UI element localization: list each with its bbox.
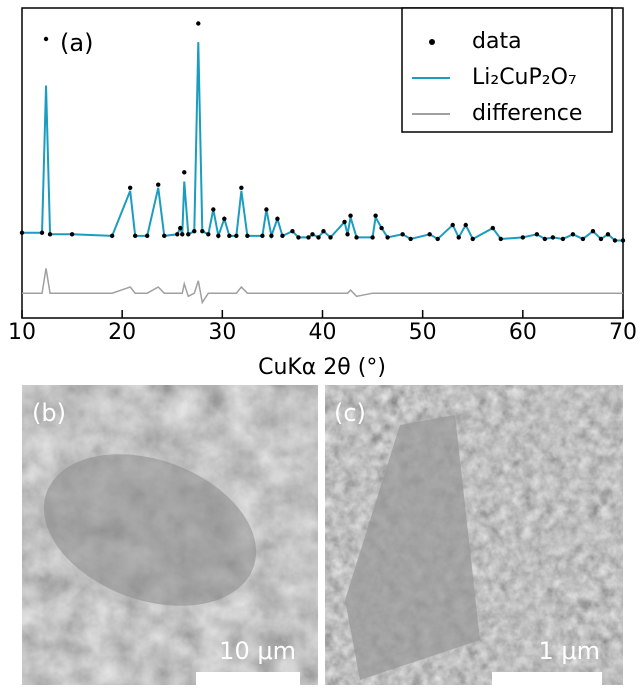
x-tick-label: 50 xyxy=(409,320,437,345)
data-point xyxy=(222,216,227,221)
data-point xyxy=(370,235,375,240)
data-point xyxy=(408,236,413,242)
data-point xyxy=(570,232,576,237)
data-point xyxy=(156,182,161,187)
data-point xyxy=(385,235,390,240)
data-point xyxy=(490,225,495,231)
legend-marker xyxy=(429,39,435,45)
data-point xyxy=(47,232,53,237)
data-point xyxy=(456,235,461,240)
data-point xyxy=(342,219,347,225)
data-point xyxy=(520,235,526,240)
data-point xyxy=(400,232,405,237)
data-point xyxy=(580,236,586,242)
sem-particle xyxy=(43,454,257,606)
data-point xyxy=(620,238,626,243)
x-tick-label: 30 xyxy=(208,320,236,345)
x-tick-label: 10 xyxy=(8,320,36,345)
sem-particle xyxy=(345,415,480,680)
data-point xyxy=(534,232,540,237)
data-point xyxy=(162,233,167,239)
data-point xyxy=(19,230,25,235)
data-point xyxy=(612,238,618,243)
sem-image-c xyxy=(325,385,623,685)
data-point xyxy=(196,21,201,26)
legend-box xyxy=(401,7,613,133)
data-point xyxy=(354,235,359,240)
data-point xyxy=(427,232,432,237)
data-point xyxy=(43,36,49,42)
panel-label: (b) xyxy=(32,399,66,427)
data-point xyxy=(316,235,321,240)
scale-bar xyxy=(492,672,602,685)
data-point xyxy=(290,229,295,234)
data-point xyxy=(182,170,187,175)
legend-label: data xyxy=(472,29,522,54)
data-point xyxy=(345,232,350,237)
data-point xyxy=(550,235,556,240)
data-point xyxy=(234,233,239,239)
data-point xyxy=(260,233,265,239)
data-point xyxy=(275,216,280,221)
x-tick-label: 20 xyxy=(108,320,136,345)
data-point xyxy=(206,232,211,237)
data-point xyxy=(463,222,468,228)
data-point xyxy=(590,229,596,234)
data-point xyxy=(296,235,301,240)
data-point xyxy=(192,229,197,234)
data-point xyxy=(310,232,315,237)
data-point xyxy=(127,185,133,190)
data-point xyxy=(306,235,311,240)
data-point xyxy=(321,229,326,234)
data-point xyxy=(178,225,183,231)
x-tick-label: 40 xyxy=(309,320,337,345)
data-point xyxy=(470,236,475,242)
data-point xyxy=(450,222,455,228)
x-tick-label: 60 xyxy=(509,320,537,345)
legend-label: difference xyxy=(472,101,582,126)
panel-label: (c) xyxy=(334,399,366,427)
data-point xyxy=(542,236,548,242)
data-point xyxy=(39,230,45,235)
x-axis-label: CuKα 2θ (°) xyxy=(258,355,386,380)
sem-image-b xyxy=(22,385,318,685)
legend-label: Li₂CuP₂O₇ xyxy=(472,65,577,90)
data-point xyxy=(348,213,353,218)
data-point xyxy=(69,232,75,237)
data-point xyxy=(245,233,250,239)
scale-bar-label: 10 μm xyxy=(219,637,296,665)
data-point xyxy=(211,207,216,212)
difference-line xyxy=(22,268,623,305)
data-point xyxy=(605,232,611,237)
data-point xyxy=(186,232,191,237)
data-point xyxy=(269,233,274,239)
data-point xyxy=(328,235,333,240)
scale-bar-label: 1 μm xyxy=(538,637,600,665)
data-point xyxy=(216,233,221,239)
data-point xyxy=(560,236,566,242)
data-point xyxy=(598,236,604,242)
scale-bar xyxy=(196,672,300,685)
data-point xyxy=(264,207,269,212)
data-point xyxy=(180,232,185,237)
data-point xyxy=(109,233,115,239)
data-point xyxy=(498,236,503,242)
data-point xyxy=(373,213,378,218)
data-point xyxy=(132,233,138,239)
data-point xyxy=(200,229,205,234)
data-point xyxy=(227,233,232,239)
x-tick-label: 70 xyxy=(609,320,637,345)
data-point xyxy=(435,236,440,242)
data-point xyxy=(280,233,285,239)
data-point xyxy=(239,185,244,190)
data-point xyxy=(379,225,384,231)
data-point xyxy=(145,233,150,239)
panel-label: (a) xyxy=(60,29,93,57)
data-point xyxy=(175,232,180,237)
